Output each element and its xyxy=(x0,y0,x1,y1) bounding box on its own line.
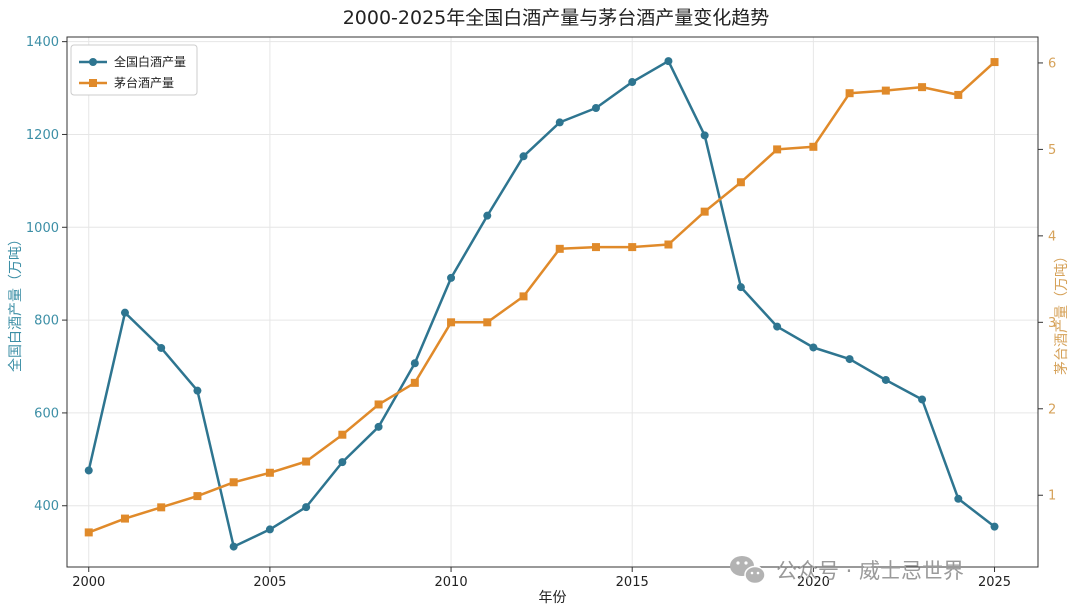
data-point xyxy=(447,318,456,327)
data-point xyxy=(736,283,745,292)
data-point xyxy=(374,400,383,409)
data-point xyxy=(302,457,311,466)
data-point xyxy=(881,375,890,384)
right-y-tick-label: 5 xyxy=(1048,143,1056,158)
data-point xyxy=(519,152,528,161)
data-point xyxy=(193,386,202,395)
data-point xyxy=(918,395,927,404)
data-point xyxy=(664,240,673,249)
data-point xyxy=(736,178,745,187)
plot-frame xyxy=(66,36,1039,568)
x-tick-label: 2020 xyxy=(797,575,830,590)
data-point xyxy=(120,308,129,317)
data-point xyxy=(664,57,673,66)
data-point xyxy=(628,78,637,87)
right-y-tick-label: 1 xyxy=(1048,489,1056,504)
left-y-tick-label: 1000 xyxy=(26,221,59,236)
data-point xyxy=(302,503,311,512)
data-point xyxy=(229,542,238,551)
data-point xyxy=(809,343,818,352)
watermark: 公众号 · 威士忌世界 xyxy=(730,556,964,585)
data-point xyxy=(483,211,492,220)
x-tick-label: 2010 xyxy=(435,575,468,590)
right-y-axis-label: 茅台酒产量（万吨） xyxy=(1054,249,1070,375)
data-point xyxy=(555,244,564,253)
left-y-tick-label: 1400 xyxy=(26,35,59,50)
left-y-tick-label: 600 xyxy=(34,406,59,421)
axis-layer: 2000 2005 2010 2015 2020 2025 400 600 800 1000 120… xyxy=(26,35,1056,590)
data-point xyxy=(591,243,600,252)
data-point xyxy=(918,83,927,92)
right-y-tick-label: 2 xyxy=(1048,402,1056,417)
x-tick-label: 2015 xyxy=(616,575,649,590)
data-point xyxy=(954,494,963,503)
legend: 全国白酒产量 茅台酒产量 xyxy=(70,44,198,96)
data-point xyxy=(193,492,202,501)
chart-title: 2000-2025年全国白酒产量与茅台酒产量变化趋势 xyxy=(343,7,770,29)
data-point xyxy=(265,468,274,477)
series-line-2 xyxy=(88,61,996,534)
legend-swatch-marker xyxy=(89,79,97,87)
data-point xyxy=(990,522,999,531)
left-y-axis-label: 全国白酒产量（万吨） xyxy=(7,232,24,372)
left-y-tick-label: 400 xyxy=(34,499,59,514)
data-point xyxy=(773,322,782,331)
data-point xyxy=(229,478,238,487)
right-y-tick-label: 6 xyxy=(1048,56,1056,71)
data-point xyxy=(338,430,347,439)
data-point xyxy=(809,142,818,151)
right-y-tick-label: 3 xyxy=(1048,316,1056,331)
series-layer xyxy=(84,57,999,551)
data-point xyxy=(700,207,709,216)
data-point xyxy=(410,359,419,368)
data-point xyxy=(954,90,963,99)
grid-layer xyxy=(67,37,1038,567)
legend-swatch-marker xyxy=(89,58,97,66)
data-point xyxy=(410,378,419,387)
data-point xyxy=(157,503,166,512)
x-axis-label: 年份 xyxy=(539,590,567,606)
x-tick-label: 2025 xyxy=(978,575,1011,590)
data-point xyxy=(483,318,492,327)
data-point xyxy=(591,104,600,113)
left-y-tick-label: 800 xyxy=(34,314,59,329)
data-point xyxy=(157,343,166,352)
data-point xyxy=(555,118,564,127)
left-y-tick-label: 1200 xyxy=(26,128,59,143)
data-point xyxy=(84,528,93,537)
data-point xyxy=(628,243,637,252)
series-line-1 xyxy=(87,59,996,548)
data-point xyxy=(519,292,528,301)
data-point xyxy=(374,422,383,431)
data-point xyxy=(700,131,709,140)
data-point xyxy=(338,458,347,467)
data-point xyxy=(84,466,93,475)
data-point xyxy=(265,525,274,534)
wechat-icon xyxy=(730,556,766,585)
data-point xyxy=(845,89,854,98)
data-point xyxy=(990,58,999,67)
watermark-text: 公众号 · 威士忌世界 xyxy=(776,559,964,583)
data-point xyxy=(447,273,456,282)
data-point xyxy=(773,145,782,154)
right-y-tick-label: 4 xyxy=(1048,229,1056,244)
legend-entry: 茅台酒产量 xyxy=(114,75,174,90)
data-point xyxy=(845,355,854,364)
data-point xyxy=(881,86,890,95)
x-tick-label: 2000 xyxy=(72,575,105,590)
x-tick-label: 2005 xyxy=(253,575,286,590)
legend-entry: 全国白酒产量 xyxy=(114,54,186,69)
data-point xyxy=(120,514,129,523)
